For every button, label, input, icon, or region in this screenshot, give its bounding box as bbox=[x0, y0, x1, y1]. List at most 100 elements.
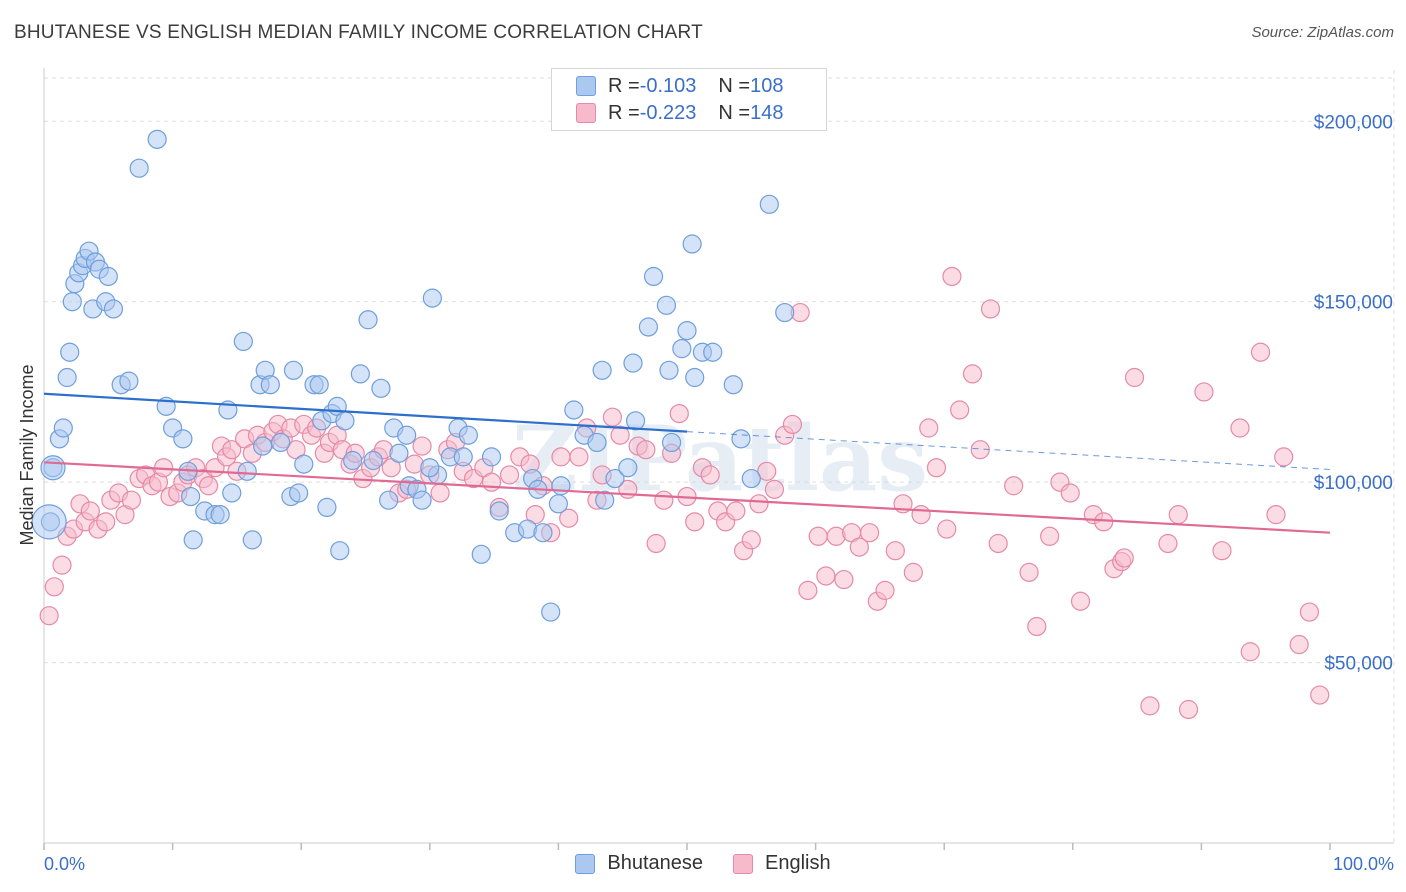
legend-item-bhutanese[interactable]: Bhutanese bbox=[575, 852, 703, 875]
trend-lines bbox=[43, 392, 1331, 534]
english-point bbox=[875, 580, 895, 601]
legend-row-english: R = -0.223 N = 148 bbox=[576, 100, 783, 126]
y-tick-label: $100,000 bbox=[1314, 473, 1393, 494]
english-point bbox=[903, 562, 923, 582]
legend-n-value: 148 bbox=[750, 101, 784, 124]
english-point bbox=[919, 418, 939, 438]
bhutanese-point bbox=[222, 483, 242, 503]
english-point bbox=[1310, 685, 1330, 705]
bhutanese-point bbox=[564, 400, 584, 420]
bhutanese-point bbox=[343, 450, 363, 471]
bhutanese-point bbox=[623, 353, 643, 373]
bhutanese-point bbox=[453, 447, 473, 467]
bhutanese-point bbox=[548, 494, 569, 514]
x-tick-label-max: 100.0% bbox=[1333, 854, 1394, 874]
english-point bbox=[926, 458, 947, 478]
bhutanese-point bbox=[723, 375, 743, 395]
bhutanese-point bbox=[103, 299, 124, 319]
legend-swatch-english bbox=[733, 853, 754, 874]
legend-swatch-bhutanese bbox=[576, 76, 596, 96]
bhutanese-point bbox=[271, 432, 291, 453]
english-point bbox=[1240, 642, 1260, 662]
bhutanese-point bbox=[661, 432, 682, 453]
bhutanese-point bbox=[183, 530, 203, 550]
english-point bbox=[808, 526, 828, 546]
english-point bbox=[1158, 533, 1178, 554]
y-tick-label: $50,000 bbox=[1324, 654, 1393, 675]
bhutanese-point bbox=[233, 331, 253, 352]
bhutanese-point bbox=[659, 360, 679, 380]
legend-r-value: -0.223 bbox=[639, 101, 697, 124]
series-bhutanese-points bbox=[31, 129, 795, 622]
english-point bbox=[1070, 591, 1091, 611]
axes bbox=[43, 68, 1394, 850]
bhutanese-point bbox=[330, 541, 350, 561]
bhutanese-point bbox=[350, 364, 370, 384]
legend-r-label: R = bbox=[608, 74, 640, 97]
chart-source: Source: ZipAtlas.com bbox=[1251, 24, 1394, 41]
bhutanese-point bbox=[643, 266, 664, 287]
english-point bbox=[911, 505, 931, 525]
bhutanese-point bbox=[371, 378, 391, 398]
y-tick-label: $200,000 bbox=[1314, 112, 1393, 133]
bhutanese-trend-line bbox=[43, 392, 688, 433]
bhutanese-point bbox=[119, 371, 139, 391]
english-point bbox=[1114, 548, 1134, 568]
english-point bbox=[569, 447, 589, 467]
english-point bbox=[700, 465, 720, 485]
bhutanese-point bbox=[618, 458, 638, 478]
bhutanese-point bbox=[638, 317, 659, 337]
english-point bbox=[885, 541, 905, 561]
english-point bbox=[685, 512, 705, 532]
english-point bbox=[1019, 562, 1039, 582]
bhutanese-point bbox=[625, 411, 646, 431]
y-tick-labels: $50,000 $100,000 $150,000 $200,000 bbox=[1314, 112, 1393, 674]
bhutanese-point bbox=[53, 418, 73, 438]
english-point bbox=[199, 476, 219, 496]
y-axis-label: Median Family Income bbox=[17, 364, 37, 545]
english-point bbox=[764, 479, 785, 499]
bhutanese-point bbox=[587, 432, 607, 453]
legend-swatch-english bbox=[576, 103, 596, 123]
english-point bbox=[1178, 699, 1199, 720]
bhutanese-point bbox=[60, 342, 80, 362]
bhutanese-point bbox=[677, 320, 697, 341]
english-point bbox=[962, 364, 983, 384]
english-point bbox=[1194, 382, 1214, 402]
bhutanese-point bbox=[489, 501, 509, 521]
bhutanese-point bbox=[672, 339, 692, 359]
english-point bbox=[430, 483, 450, 503]
bhutanese-point bbox=[309, 375, 329, 395]
english-point bbox=[942, 266, 962, 287]
bhutanese-point bbox=[62, 292, 82, 312]
legend-item-english[interactable]: English bbox=[733, 852, 831, 875]
english-point bbox=[499, 465, 520, 485]
legend-label-english: English bbox=[765, 852, 831, 874]
english-point bbox=[741, 530, 761, 550]
bhutanese-point bbox=[173, 429, 193, 449]
english-point bbox=[551, 447, 571, 467]
english-trend-line bbox=[43, 461, 1331, 534]
english-point bbox=[412, 436, 432, 456]
legend-n-value: 108 bbox=[750, 74, 784, 97]
bhutanese-point bbox=[731, 429, 751, 449]
bhutanese-point bbox=[551, 476, 571, 496]
english-point bbox=[1124, 367, 1145, 388]
english-point bbox=[602, 407, 623, 427]
english-point bbox=[654, 490, 674, 510]
bhutanese-point bbox=[389, 443, 409, 463]
legend-n-label: N = bbox=[718, 74, 751, 97]
english-point bbox=[1274, 447, 1294, 467]
bhutanese-point bbox=[260, 375, 280, 395]
correlation-legend: R = -0.103 N = 108 R = -0.223 N = 148 bbox=[551, 68, 827, 131]
bhutanese-point bbox=[685, 367, 705, 388]
bhutanese-point bbox=[98, 266, 118, 287]
english-point bbox=[1230, 418, 1250, 438]
english-point bbox=[121, 490, 142, 510]
english-point bbox=[636, 440, 656, 460]
bhutanese-trend-extension bbox=[686, 431, 1331, 471]
bhutanese-point bbox=[656, 295, 677, 315]
english-point bbox=[816, 566, 836, 586]
bhutanese-point bbox=[317, 497, 337, 518]
